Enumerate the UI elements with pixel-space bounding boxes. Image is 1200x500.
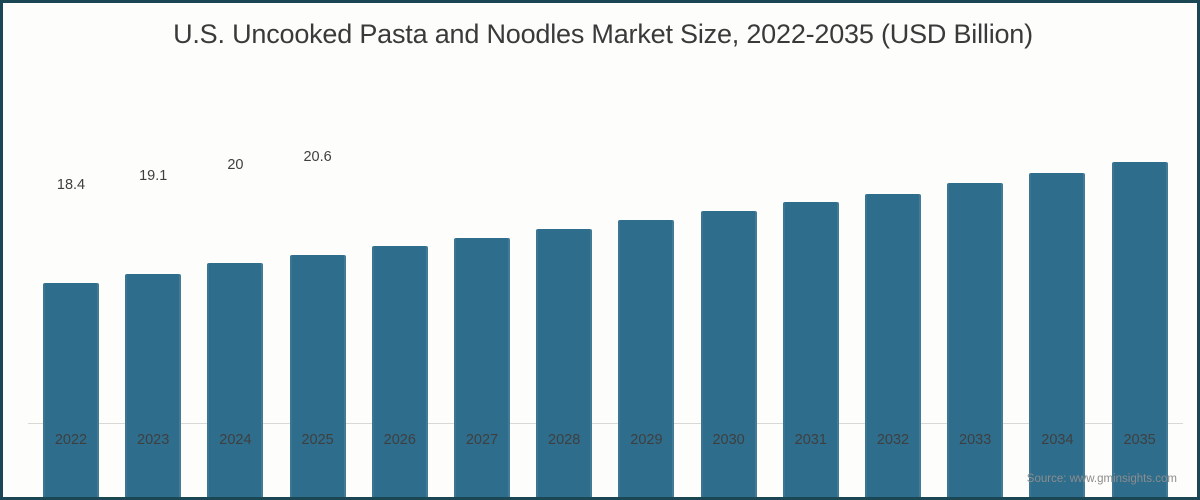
bar-2023[interactable] bbox=[125, 274, 182, 497]
x-axis-line bbox=[28, 423, 1183, 424]
plot-area: 18.4 19.1 20 20.6 2022 2023 2024 2025 2026 2027 2… bbox=[3, 3, 1197, 497]
x-tick-2035: 2035 bbox=[1123, 432, 1156, 448]
bar-2029[interactable] bbox=[618, 219, 675, 497]
x-tick-2034: 2034 bbox=[1041, 432, 1074, 448]
bar-2028[interactable] bbox=[536, 228, 593, 497]
x-tick-2027: 2027 bbox=[465, 432, 499, 448]
x-tick-2033: 2033 bbox=[959, 432, 992, 448]
value-label-2023: 19.1 bbox=[139, 168, 168, 185]
bar-2030[interactable] bbox=[700, 211, 757, 497]
bar-2035[interactable] bbox=[1111, 162, 1168, 497]
value-label-2022: 18.4 bbox=[56, 177, 86, 193]
x-tick-2022: 2022 bbox=[54, 432, 88, 448]
bar-2026[interactable] bbox=[371, 246, 428, 497]
bar-2024[interactable] bbox=[207, 262, 264, 497]
x-tick-2030: 2030 bbox=[712, 432, 745, 448]
bar-2025[interactable] bbox=[289, 255, 346, 497]
bar-2027[interactable] bbox=[454, 237, 510, 497]
x-tick-2025: 2025 bbox=[301, 432, 334, 448]
bar-2022[interactable] bbox=[43, 283, 99, 497]
bar-2034[interactable] bbox=[1029, 173, 1086, 497]
x-tick-2029: 2029 bbox=[630, 432, 663, 448]
x-tick-2028: 2028 bbox=[548, 432, 581, 448]
x-tick-2032: 2032 bbox=[876, 432, 910, 448]
bar-2032[interactable] bbox=[865, 193, 921, 497]
x-tick-2026: 2026 bbox=[383, 432, 416, 448]
x-tick-2024: 2024 bbox=[219, 432, 252, 448]
value-label-2025: 20.6 bbox=[303, 149, 332, 166]
x-tick-2023: 2023 bbox=[137, 432, 170, 448]
bar-2033[interactable] bbox=[947, 183, 1004, 497]
bar-2031[interactable] bbox=[782, 202, 839, 497]
value-label-2024: 20 bbox=[227, 156, 244, 173]
chart-title: U.S. Uncooked Pasta and Noodles Market S… bbox=[173, 19, 1033, 49]
source-attribution: Source: www.gminsights.com bbox=[1026, 473, 1177, 485]
x-tick-2031: 2031 bbox=[794, 432, 827, 448]
